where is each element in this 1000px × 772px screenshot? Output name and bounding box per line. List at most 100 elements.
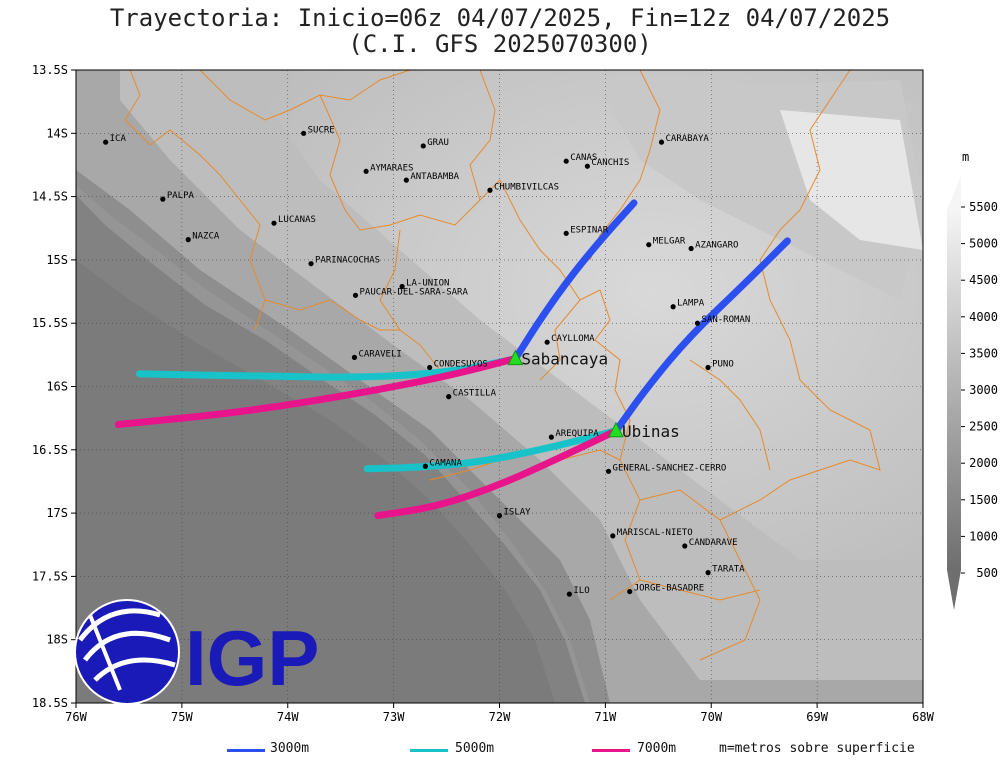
- place-label: GRAU: [427, 138, 449, 148]
- colorbar-tick-label: 1500: [969, 493, 998, 507]
- place-dot: [610, 533, 616, 539]
- place-dot: [682, 543, 688, 549]
- x-axis-ticks: 76W 75W 74W 73W 72W 71W 70W 69W 68W: [65, 703, 935, 724]
- place-dot: [605, 468, 612, 474]
- place-label: AREQUIPA: [555, 429, 599, 439]
- volcano-label: Sabancaya: [521, 350, 608, 369]
- y-tick-label: 18S: [46, 633, 68, 647]
- legend-note: m=metros sobre superficie: [719, 741, 915, 756]
- colorbar-tick-label: 4500: [969, 273, 998, 287]
- place-dot: [670, 304, 676, 310]
- x-tick-label: 68W: [912, 710, 934, 724]
- place-dot: [160, 196, 166, 202]
- y-tick-label: 16.5S: [32, 443, 68, 457]
- colorbar-tick-label: 500: [976, 566, 998, 580]
- x-tick-label: 74W: [277, 710, 299, 724]
- trajectory-3000m: [511, 199, 638, 363]
- trajectories: [114, 199, 791, 520]
- place-label: PAUCAR-DEL-SARA-SARA: [360, 287, 469, 297]
- place-dot: [705, 570, 711, 576]
- place-dot: [352, 292, 359, 298]
- place-dot: [446, 394, 452, 400]
- place-label: CARABAYA: [665, 134, 709, 144]
- place-dot: [271, 220, 277, 226]
- place-label: SUCRE: [308, 125, 335, 135]
- place-label: CAYLLOMA: [551, 334, 595, 344]
- place-dot: [363, 168, 369, 174]
- place-dot: [646, 242, 652, 248]
- volcano-markers: Sabancaya Ubinas: [507, 349, 680, 441]
- place-dot: [566, 591, 572, 597]
- x-tick-label: 71W: [595, 710, 617, 724]
- title-line-2: (C.I. GFS 2025070300): [348, 30, 652, 58]
- place-label: CONDESUYOS: [434, 360, 488, 370]
- volcano-icon: [507, 349, 524, 366]
- x-tick-label: 69W: [806, 710, 828, 724]
- y-axis-ticks: 13.5S 14S 14.5S 15S 15.5S 16S 16.5S 17S 17.5S 18S…: [32, 63, 76, 710]
- colorbar-tick-label: 5500: [969, 200, 998, 214]
- colorbar-tick-label: 2000: [969, 456, 998, 470]
- place-label: MARISCAL-NIETO: [617, 528, 693, 538]
- place-dot: [627, 588, 633, 595]
- place-label: JORGE-BASADRE: [634, 584, 704, 594]
- place-dot: [694, 320, 701, 326]
- place-dot: [308, 261, 314, 267]
- x-tick-label: 70W: [700, 710, 722, 724]
- colorbar-tick-label: 3500: [969, 346, 998, 360]
- place-dot: [427, 364, 433, 371]
- place-dot: [403, 177, 409, 183]
- colorbar-tick-label: 2500: [969, 420, 998, 434]
- colorbar-tick-label: 3000: [969, 383, 998, 397]
- boundaries: [124, 70, 881, 661]
- x-tick-label: 75W: [171, 710, 193, 724]
- legend-label-7000: 7000m: [637, 741, 677, 756]
- y-tick-label: 17.5S: [32, 569, 68, 583]
- y-tick-label: 14.5S: [32, 190, 68, 204]
- place-label: CANDARAVE: [689, 538, 738, 548]
- legend-line-3000: [227, 749, 265, 752]
- place-label: PARINACOCHAS: [315, 256, 380, 266]
- colorbar-tick-label: 1000: [969, 529, 998, 543]
- x-tick-label: 76W: [65, 710, 87, 724]
- place-label: ICA: [110, 134, 127, 144]
- colorbar-tick-label: 5000: [969, 237, 998, 251]
- place-label: CANCHIS: [591, 158, 629, 168]
- y-tick-label: 14S: [46, 126, 68, 140]
- legend-label-3000: 3000m: [270, 741, 310, 756]
- place-dot: [301, 130, 307, 136]
- y-tick-label: 15S: [46, 253, 68, 267]
- place-dot: [658, 139, 665, 145]
- place-label: ESPINAR: [570, 225, 609, 235]
- place-label: CASTILLA: [453, 389, 497, 399]
- place-dot: [351, 354, 358, 360]
- place-dot: [487, 187, 493, 193]
- y-tick-label: 18.5S: [32, 696, 68, 710]
- place-dot: [563, 230, 569, 236]
- place-label: ISLAY: [504, 508, 532, 518]
- place-label: PALPA: [167, 191, 195, 201]
- place-dot: [688, 245, 694, 252]
- place-label: LAMPA: [677, 299, 705, 309]
- place-label: PUNO: [712, 360, 734, 370]
- place-dot: [584, 163, 590, 169]
- place-dot: [185, 237, 191, 243]
- place-label: GENERAL-SANCHEZ-CERRO: [613, 463, 727, 473]
- place-label: CHUMBIVILCAS: [494, 182, 559, 192]
- place-dot: [548, 434, 554, 440]
- y-tick-label: 15.5S: [32, 316, 68, 330]
- x-tick-label: 72W: [489, 710, 511, 724]
- trajectory-3000m: [612, 237, 791, 435]
- place-label: ILO: [573, 586, 589, 596]
- place-dot: [422, 463, 428, 469]
- place-label: TARATA: [712, 565, 745, 575]
- colorbar: m 500 1000 1500 2000 2500 3000 3500 4000 4500 500…: [947, 150, 998, 610]
- y-tick-label: 17S: [46, 506, 68, 520]
- igp-logo: IGP: [74, 599, 319, 705]
- place-label: AYMARAES: [370, 163, 413, 173]
- legend-line-5000: [410, 749, 448, 752]
- x-tick-label: 73W: [383, 710, 405, 724]
- volcano-label: Ubinas: [622, 422, 680, 441]
- place-label: CANAS: [570, 153, 597, 163]
- place-dot: [399, 283, 405, 290]
